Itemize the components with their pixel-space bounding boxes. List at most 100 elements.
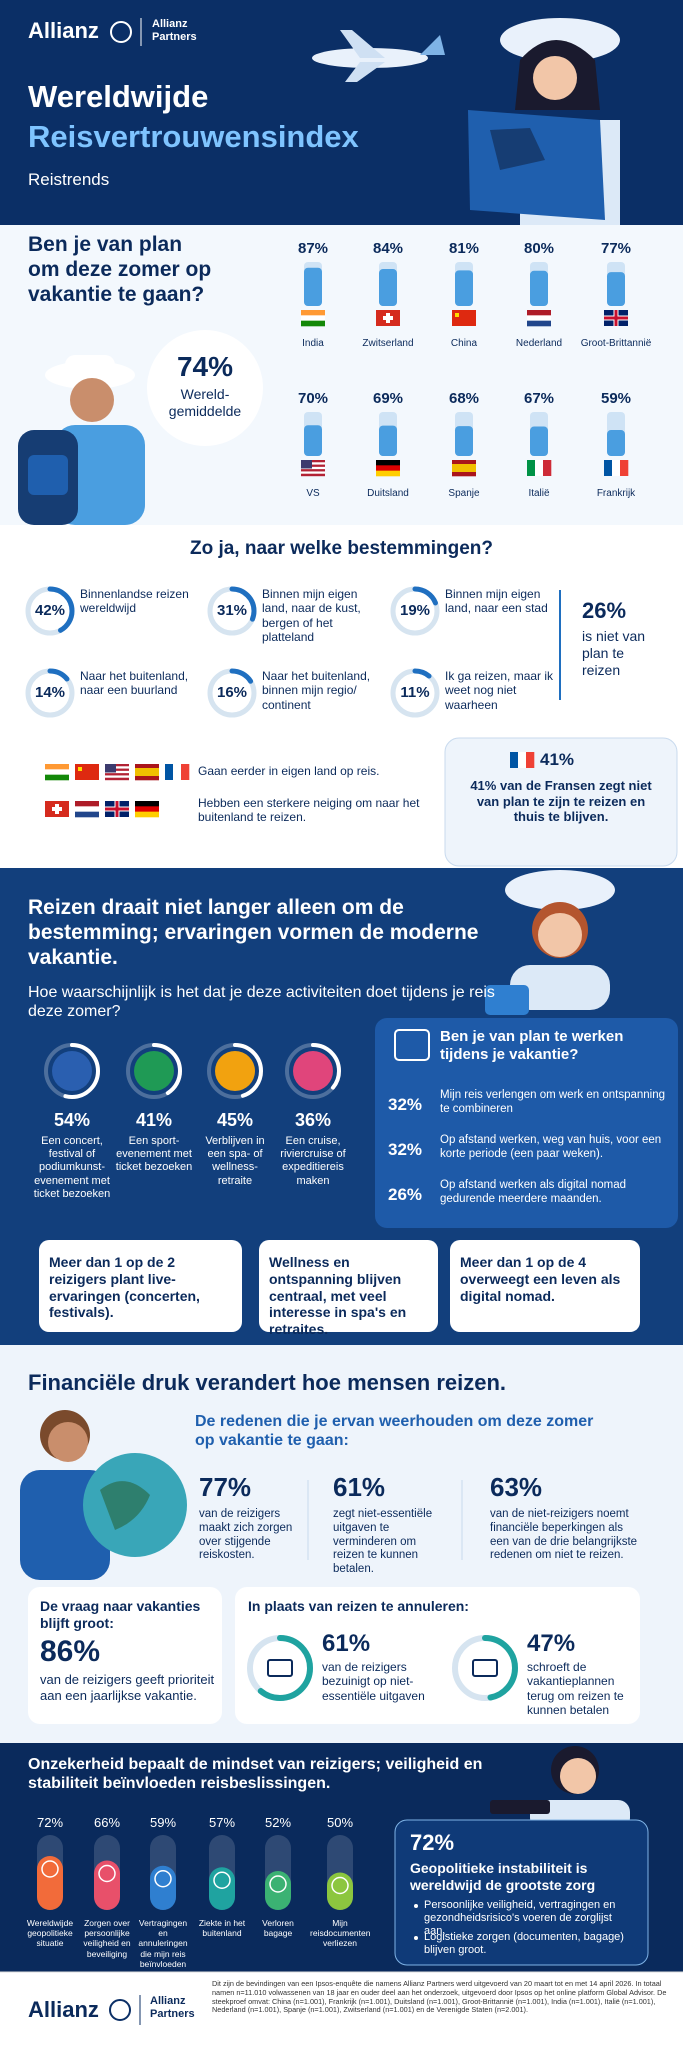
- title: Reisvertrouwensindex: [28, 119, 359, 154]
- country-name: China: [450, 338, 478, 349]
- country-value: 59%: [600, 390, 632, 407]
- activity-text: Een cruise, riviercruise of expeditierei…: [280, 1135, 346, 1187]
- callout-box: [39, 1240, 242, 1332]
- average-circle: [147, 330, 263, 446]
- stat-text: van de reizigers maakt zich zorgen over …: [199, 1508, 293, 1562]
- footer-text: Dit zijn de bevindingen van een Ipsos-en…: [212, 1979, 667, 2015]
- activity-value: 45%: [216, 1110, 254, 1130]
- box-value: 72%: [410, 1830, 455, 1855]
- instead-icon: [267, 1659, 293, 1677]
- concern-box: [394, 1819, 649, 1966]
- demand-box: [28, 1587, 222, 1724]
- ring-arc: [285, 1043, 341, 1099]
- work-box: [375, 1018, 678, 1228]
- gauge-fill: [530, 270, 548, 306]
- stat-text: zegt niet-essentiële uitgaven te vermind…: [333, 1508, 433, 1576]
- flag: [527, 310, 551, 327]
- ring-arc: [207, 668, 257, 718]
- country-name: Zwitserland: [362, 338, 414, 349]
- ring-arc: [44, 1043, 100, 1099]
- country-value: 69%: [372, 390, 404, 407]
- callout: Wellness en ontspanning blijven centraal…: [269, 1254, 407, 1338]
- activity-value: 41%: [135, 1110, 173, 1130]
- bar-icon: [41, 1860, 59, 1878]
- country-value: 77%: [600, 240, 632, 257]
- gauge-fill: [379, 269, 397, 306]
- concern-value: 52%: [264, 1815, 292, 1830]
- gauge-fill: [455, 270, 473, 306]
- gauge-fill: [304, 425, 322, 456]
- ring-arc: [25, 668, 75, 718]
- gauge-fill: [607, 430, 625, 456]
- flag: [604, 460, 629, 476]
- flag: [301, 460, 325, 477]
- flag: [527, 460, 552, 476]
- stat-text: van de niet-reizigers noemt financiële b…: [490, 1508, 638, 1562]
- activity-value: 54%: [53, 1110, 91, 1130]
- demand-value: 86%: [40, 1635, 101, 1668]
- activity-icon: [293, 1051, 333, 1091]
- logo: Allianz: [28, 1997, 99, 2022]
- callout: Meer dan 1 op de 2 reizigers plant live-…: [49, 1254, 200, 1321]
- instead-value: 61%: [322, 1630, 371, 1657]
- country-name: Groot-Brittannië: [580, 338, 652, 349]
- country-value: 80%: [523, 240, 555, 257]
- work-value: 32%: [388, 1095, 423, 1114]
- destination-text: Naar het buitenland, binnen mijn regio/ …: [262, 669, 371, 712]
- note: Hebben een sterkere neiging om naar het …: [198, 796, 420, 825]
- instead-box: [235, 1587, 640, 1724]
- work-text: Mijn reis verlengen om werk en ontspanni…: [440, 1089, 666, 1115]
- note: Gaan eerder in eigen land op reis.: [198, 764, 380, 778]
- destination-value: 16%: [216, 684, 248, 701]
- country-name: Duitsland: [367, 488, 409, 499]
- instead-value: 47%: [527, 1630, 576, 1657]
- average-value: 74%: [176, 351, 234, 382]
- activity-text: Een concert, festival of podiumkunst-eve…: [33, 1135, 111, 1200]
- flag: [105, 764, 129, 781]
- concern-text: Wereldwijde geopolitieke situatie: [26, 1918, 74, 1949]
- instead-text: schroeft de vakantieplannen terug om rei…: [527, 1660, 624, 1718]
- flag: [75, 801, 99, 818]
- country-value: 68%: [448, 390, 480, 407]
- ring-arc: [390, 668, 440, 718]
- partner-name: Allianz Partners: [150, 1995, 195, 2021]
- country-value: 67%: [523, 390, 555, 407]
- traveler-illustration: [468, 18, 620, 225]
- country-name: India: [302, 338, 324, 349]
- concern-value: 50%: [326, 1815, 354, 1830]
- france-box: [444, 737, 678, 867]
- country-name: Frankrijk: [596, 488, 636, 499]
- flag: [510, 752, 535, 768]
- gauge-fill: [379, 425, 397, 456]
- stat-value: 61%: [333, 1472, 386, 1502]
- destination-text: Binnen mijn eigen land, naar een stad: [445, 587, 548, 616]
- bar-icon: [269, 1875, 287, 1893]
- country-name: Spanje: [448, 488, 480, 499]
- flag: [75, 764, 99, 780]
- concern-value: 66%: [93, 1815, 121, 1830]
- box-text: Geopolitieke instabiliteit is wereldwijd…: [410, 1860, 596, 1893]
- title: Wereldwijde: [28, 79, 209, 114]
- destination-value: 11%: [400, 684, 430, 701]
- backpacker-illustration: [18, 355, 145, 525]
- work-text: Op afstand werken als digital nomad gedu…: [440, 1179, 627, 1205]
- stat-value: 77%: [199, 1472, 252, 1502]
- ring-arc: [207, 586, 257, 636]
- callout: Meer dan 1 op de 4 overweegt een leven a…: [460, 1254, 621, 1304]
- section-title: Zo ja, naar welke bestemmingen?: [189, 538, 494, 559]
- question: Ben je van plan om deze zomer op vakanti…: [28, 233, 212, 307]
- flag: [45, 764, 69, 781]
- instead-text: van de reizigers bezuinigt op niet-essen…: [322, 1660, 425, 1703]
- instead-icon: [472, 1659, 498, 1677]
- section-title: Reizen draait niet langer alleen om de b…: [28, 896, 479, 970]
- work-value: 26%: [388, 1185, 423, 1204]
- concern-text: Zorgen over persoonlijke veiligheid en b…: [83, 1918, 131, 1959]
- demand-text: van de reizigers geeft prioriteit aan ee…: [40, 1672, 215, 1703]
- flag: [376, 310, 400, 326]
- ring-arc: [247, 1635, 313, 1701]
- destination-value: 14%: [34, 684, 66, 701]
- bar: [265, 1871, 291, 1910]
- country-name: Italië: [528, 488, 550, 499]
- destination-value: 31%: [216, 602, 248, 619]
